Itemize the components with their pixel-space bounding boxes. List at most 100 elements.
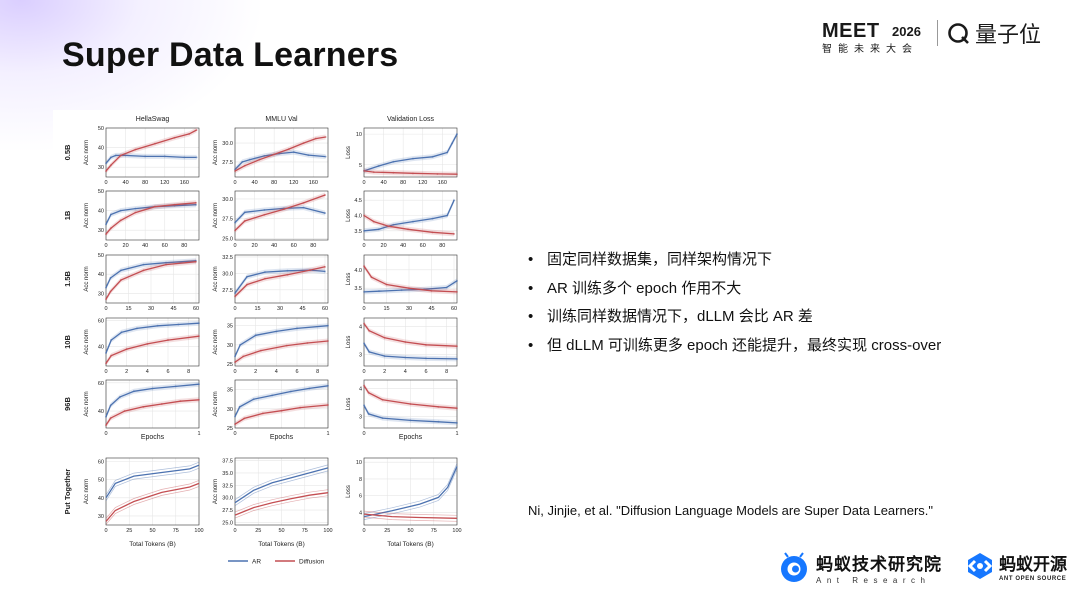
x-tick-label: 75	[431, 528, 437, 534]
y-tick-label: 27.5	[222, 217, 233, 223]
x-tick-label: 6	[424, 369, 427, 375]
x-tick-label: 120	[160, 180, 169, 186]
legend-ar-label: AR	[252, 559, 261, 566]
panel-frame	[363, 254, 458, 304]
diffusion-band	[106, 259, 196, 302]
y-axis-label: Loss	[346, 485, 352, 498]
x-tick-label: 0	[362, 431, 365, 437]
x-tick-label: 0	[104, 306, 107, 312]
y-tick-label: 32.5	[222, 255, 233, 261]
y-tick-label: 10	[356, 460, 362, 466]
x-tick-label: 80	[400, 180, 406, 186]
y-tick-label: 60	[98, 319, 104, 325]
y-axis-label: Loss	[346, 273, 352, 286]
ar-line	[105, 322, 200, 354]
x-tick-label: 6	[166, 369, 169, 375]
y-tick-label: 4.0	[354, 214, 362, 220]
x-axis-label: Epochs	[141, 434, 165, 441]
ar-band	[106, 202, 197, 227]
ant-open-source-name: 蚂蚁开源	[999, 555, 1067, 574]
diffusion-line	[234, 194, 326, 231]
x-tick-label: 1	[197, 431, 200, 437]
x-tick-label: 50	[149, 528, 155, 534]
ar-band	[235, 205, 326, 226]
x-axis-label: Total Tokens (B)	[387, 541, 433, 548]
x-tick-label: 60	[451, 306, 457, 312]
diffusion-line	[363, 265, 458, 293]
ar-band	[106, 258, 196, 291]
row-label: 10B	[63, 335, 72, 349]
diffusion-band	[364, 213, 455, 237]
y-axis-label: Acc norm	[84, 266, 90, 291]
diffusion-line	[234, 492, 329, 516]
panel-frame	[105, 317, 200, 367]
diffusion-line	[105, 399, 200, 426]
panel-frame	[105, 379, 200, 429]
x-tick-label: 15	[125, 306, 131, 312]
x-tick-label: 0	[362, 369, 365, 375]
qbit-logo: 量子位	[947, 18, 1041, 48]
x-tick-label: 25	[384, 528, 390, 534]
y-axis-label: Acc norm	[213, 140, 219, 165]
y-tick-label: 3.5	[354, 286, 362, 292]
panel-frame	[234, 254, 329, 304]
x-tick-label: 60	[322, 306, 328, 312]
diffusion-line	[105, 482, 200, 522]
x-tick-label: 40	[142, 243, 148, 249]
meet-wordmark: MEET	[822, 20, 880, 42]
x-tick-label: 8	[316, 369, 319, 375]
ar-line	[234, 325, 329, 357]
diffusion-line	[105, 129, 197, 172]
ar-line-faint	[105, 467, 200, 501]
ar-band	[364, 402, 457, 426]
y-tick-label: 30.0	[222, 496, 233, 502]
slide-title: Super Data Learners	[62, 36, 399, 74]
x-tick-label: 20	[381, 243, 387, 249]
x-tick-label: 0	[104, 431, 107, 437]
panel-frame	[363, 379, 458, 429]
diffusion-line	[363, 513, 458, 519]
bullet-item: 固定同样数据集，同样架构情况下	[526, 247, 941, 276]
x-axis-label: Total Tokens (B)	[129, 541, 175, 548]
y-axis-label: Acc norm	[84, 479, 90, 504]
diffusion-band	[235, 402, 328, 427]
diffusion-line-faint	[105, 480, 200, 519]
x-tick-label: 60	[291, 243, 297, 249]
y-tick-label: 35	[227, 324, 233, 330]
column-title: Validation Loss	[387, 116, 434, 123]
y-axis-label: Acc norm	[84, 140, 90, 165]
y-axis-label: Acc norm	[213, 329, 219, 354]
x-tick-label: 40	[381, 180, 387, 186]
ar-band	[364, 131, 457, 174]
qbit-q-icon	[948, 23, 969, 44]
panel-frame	[105, 457, 200, 526]
y-tick-label: 30	[227, 343, 233, 349]
y-tick-label: 8	[359, 477, 362, 483]
ar-line	[234, 385, 329, 417]
ar-line	[234, 206, 326, 224]
x-tick-label: 80	[271, 180, 277, 186]
column-title: MMLU Val	[265, 116, 298, 123]
diffusion-band	[106, 127, 197, 174]
ar-band	[235, 149, 326, 172]
citation: Ni, Jinjie, et al. "Diffusion Language M…	[528, 503, 933, 518]
row-label: 96B	[63, 397, 72, 411]
y-tick-label: 4.5	[354, 198, 362, 204]
x-tick-label: 80	[142, 180, 148, 186]
ar-line-faint	[363, 469, 458, 520]
x-tick-label: 50	[407, 528, 413, 534]
x-tick-label: 25	[255, 528, 261, 534]
x-tick-label: 0	[104, 528, 107, 534]
x-tick-label: 2	[125, 369, 128, 375]
meet-subtitle: 智能未来大会	[822, 44, 918, 55]
ar-line	[105, 383, 200, 417]
x-tick-label: 0	[233, 180, 236, 186]
diffusion-line	[363, 323, 458, 347]
x-tick-label: 30	[406, 306, 412, 312]
x-tick-label: 45	[170, 306, 176, 312]
y-tick-label: 40	[98, 146, 104, 152]
x-tick-label: 100	[194, 528, 203, 534]
y-tick-label: 25.0	[222, 521, 233, 527]
qbit-name: 量子位	[975, 22, 1042, 47]
y-tick-label: 35	[227, 388, 233, 394]
